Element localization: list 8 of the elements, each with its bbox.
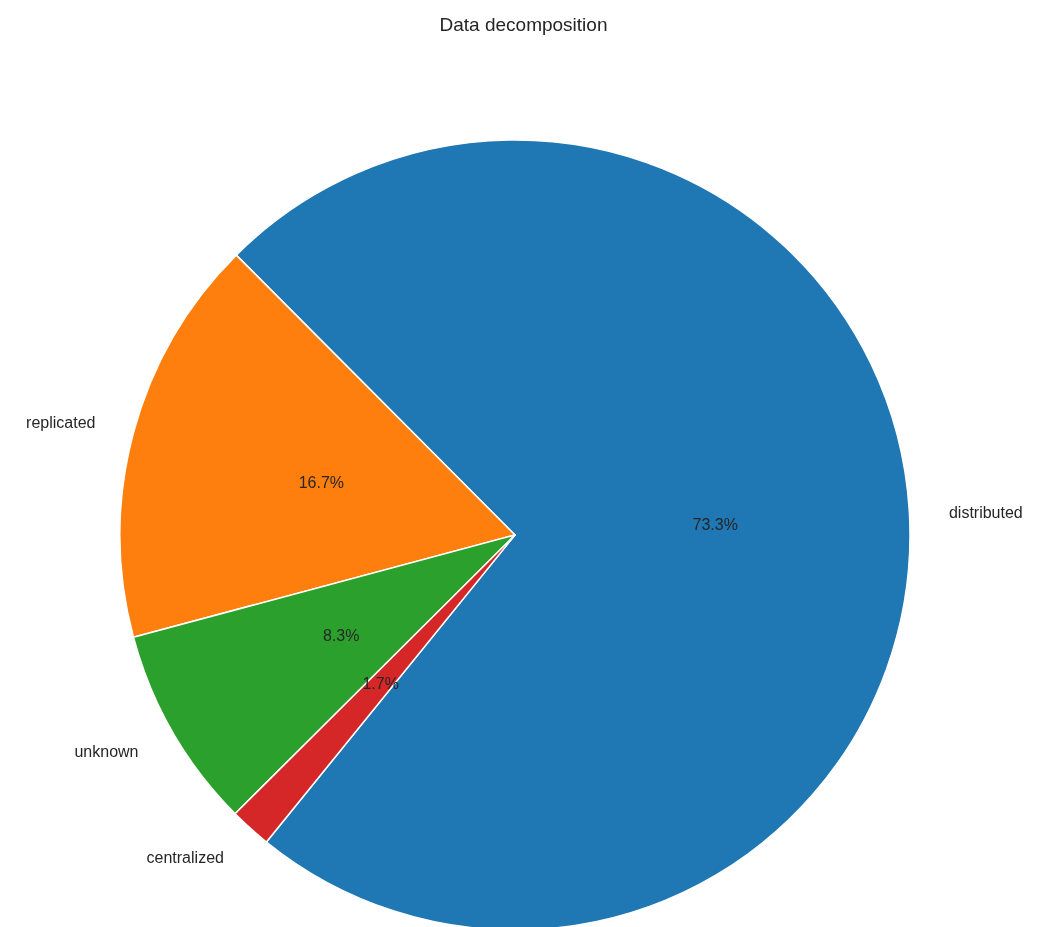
data-label: 8.3%	[323, 626, 360, 644]
slice-label: replicated	[26, 413, 96, 431]
chart-title: Data decomposition	[439, 14, 608, 35]
slice-label: unknown	[74, 743, 139, 761]
data-label: 16.7%	[298, 474, 345, 492]
data-label: 73.3%	[692, 516, 738, 534]
slice-label: distributed	[948, 504, 1023, 522]
slice-label: centralized	[146, 849, 224, 867]
